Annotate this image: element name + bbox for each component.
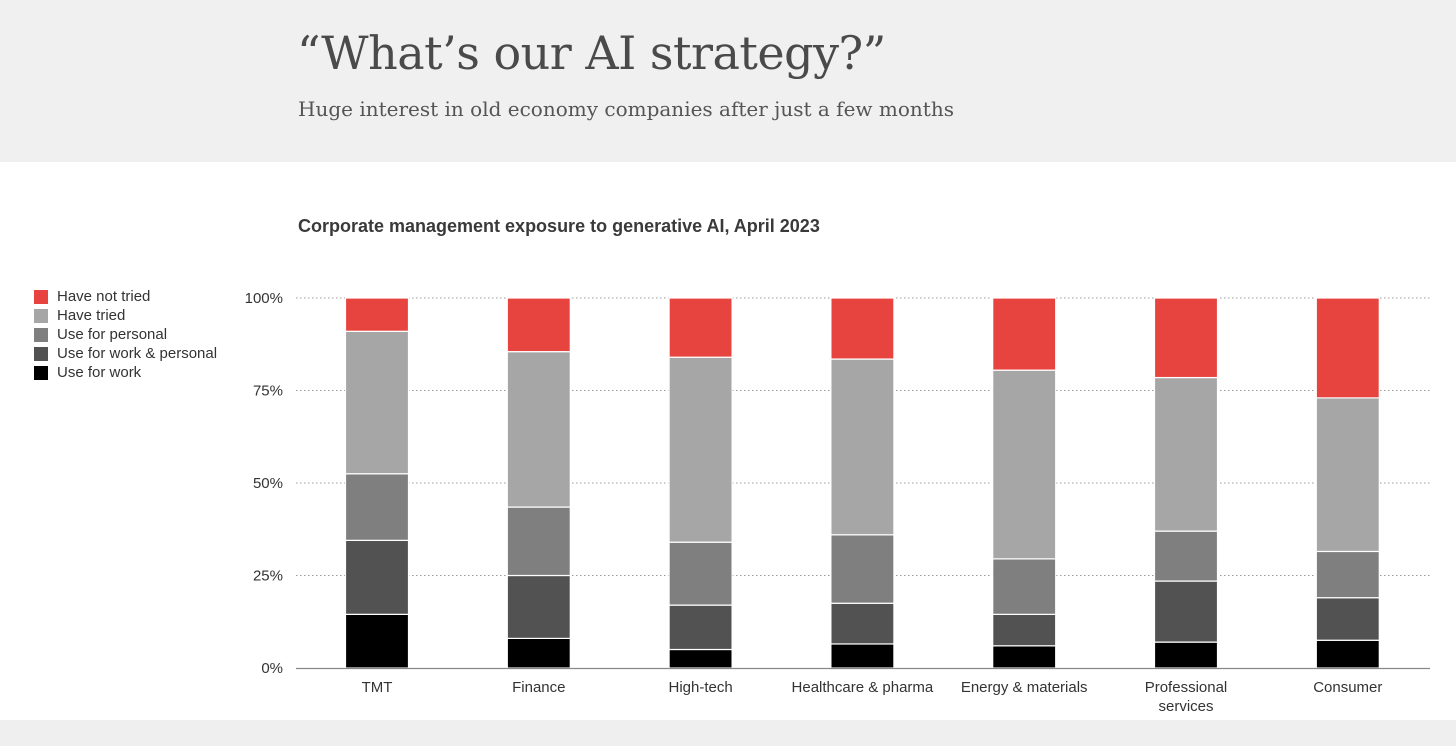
stacked-bar-chart: 0% 25% 50% 75% 100% TMT Finance High-tech Health… bbox=[245, 290, 1430, 715]
bar-segment bbox=[668, 604, 733, 651]
legend-label: Use for personal bbox=[57, 326, 168, 343]
bar-segment bbox=[344, 613, 410, 669]
bar-segment bbox=[668, 297, 733, 358]
bar-segment bbox=[830, 358, 895, 536]
x-tick-label-line: TMT bbox=[362, 679, 393, 696]
chart-legend: Have not tried Have tried Use for person… bbox=[34, 287, 217, 382]
legend-swatch-use-for-work-personal bbox=[34, 346, 48, 361]
bar-segment bbox=[1153, 297, 1219, 379]
x-tick-label-line: Finance bbox=[512, 679, 565, 696]
legend-swatch-have-tried bbox=[34, 308, 48, 323]
bar-segment bbox=[992, 558, 1057, 615]
bar-segment bbox=[1153, 530, 1219, 582]
chart-panel: Corporate management exposure to generat… bbox=[0, 162, 1456, 720]
legend-item-use-for-personal: Use for personal bbox=[34, 325, 217, 344]
bar-segment bbox=[1153, 641, 1219, 669]
bar-segment bbox=[992, 369, 1057, 560]
bar-segment bbox=[1315, 639, 1380, 669]
legend-label: Use for work bbox=[57, 364, 142, 381]
page-title: “What’s our AI strategy?” bbox=[297, 26, 886, 80]
bar-segment bbox=[830, 297, 895, 360]
legend-item-use-for-work: Use for work bbox=[34, 363, 217, 382]
legend-label: Have not tried bbox=[57, 288, 151, 305]
bar-segment bbox=[830, 534, 895, 604]
legend-item-use-for-work-personal: Use for work & personal bbox=[34, 344, 217, 363]
bar-segment bbox=[830, 643, 895, 669]
x-tick-label: Healthcare & pharma bbox=[792, 679, 934, 696]
bar-segment bbox=[344, 539, 410, 615]
x-tick-label: TMT bbox=[362, 679, 393, 696]
x-tick-label: High-tech bbox=[668, 679, 732, 696]
bar-segment bbox=[1315, 397, 1380, 553]
legend-item-have-not-tried: Have not tried bbox=[34, 287, 217, 306]
x-tick-label: Consumer bbox=[1313, 679, 1382, 696]
y-tick-label: 100% bbox=[245, 290, 283, 307]
bar-segment bbox=[668, 648, 733, 669]
bar-segment bbox=[992, 645, 1057, 669]
x-tick-label-line: Professional bbox=[1145, 679, 1228, 696]
bar-segment bbox=[506, 351, 571, 508]
x-tick-label: Energy & materials bbox=[961, 679, 1088, 696]
bar-segment bbox=[1315, 597, 1380, 641]
legend-swatch-use-for-personal bbox=[34, 327, 48, 342]
bar-segment bbox=[830, 602, 895, 645]
bar-segment bbox=[1153, 580, 1219, 643]
bar-segment bbox=[668, 356, 733, 543]
legend-label: Have tried bbox=[57, 307, 126, 324]
bar-segment bbox=[1153, 376, 1219, 532]
y-tick-label: 75% bbox=[253, 383, 283, 400]
bar-segment bbox=[992, 613, 1057, 647]
bar-segment bbox=[992, 297, 1057, 371]
legend-swatch-use-for-work bbox=[34, 365, 48, 380]
bar-segment bbox=[506, 297, 571, 353]
chart-title: Corporate management exposure to generat… bbox=[298, 216, 820, 236]
legend-swatch-have-not-tried bbox=[34, 289, 48, 304]
x-tick-label-line: Consumer bbox=[1313, 679, 1382, 696]
header: “What’s our AI strategy?” Huge interest … bbox=[0, 0, 1456, 162]
bar-segment bbox=[1315, 297, 1380, 399]
bar-segment bbox=[506, 506, 571, 577]
bar-segment bbox=[506, 574, 571, 640]
x-tick-label-line: services bbox=[1158, 698, 1213, 715]
y-tick-label: 0% bbox=[261, 660, 283, 677]
legend-item-have-tried: Have tried bbox=[34, 306, 217, 325]
bar-segment bbox=[344, 330, 410, 475]
x-tick-label-line: Healthcare & pharma bbox=[792, 679, 934, 696]
x-tick-label: Professional services bbox=[1145, 679, 1228, 715]
x-tick-label: Finance bbox=[512, 679, 565, 696]
legend-label: Use for work & personal bbox=[57, 345, 218, 362]
footer-strip bbox=[0, 720, 1456, 746]
x-tick-label-line: High-tech bbox=[668, 679, 732, 696]
bar-segment bbox=[668, 541, 733, 606]
x-tick-label-line: Energy & materials bbox=[961, 679, 1088, 696]
bar-segment bbox=[344, 473, 410, 541]
bar-segment bbox=[1315, 550, 1380, 599]
y-tick-label: 50% bbox=[253, 475, 283, 492]
y-tick-label: 25% bbox=[253, 568, 283, 585]
bar-segment bbox=[344, 297, 410, 332]
bar-segment bbox=[506, 637, 571, 669]
page-subtitle: Huge interest in old economy companies a… bbox=[298, 97, 954, 121]
